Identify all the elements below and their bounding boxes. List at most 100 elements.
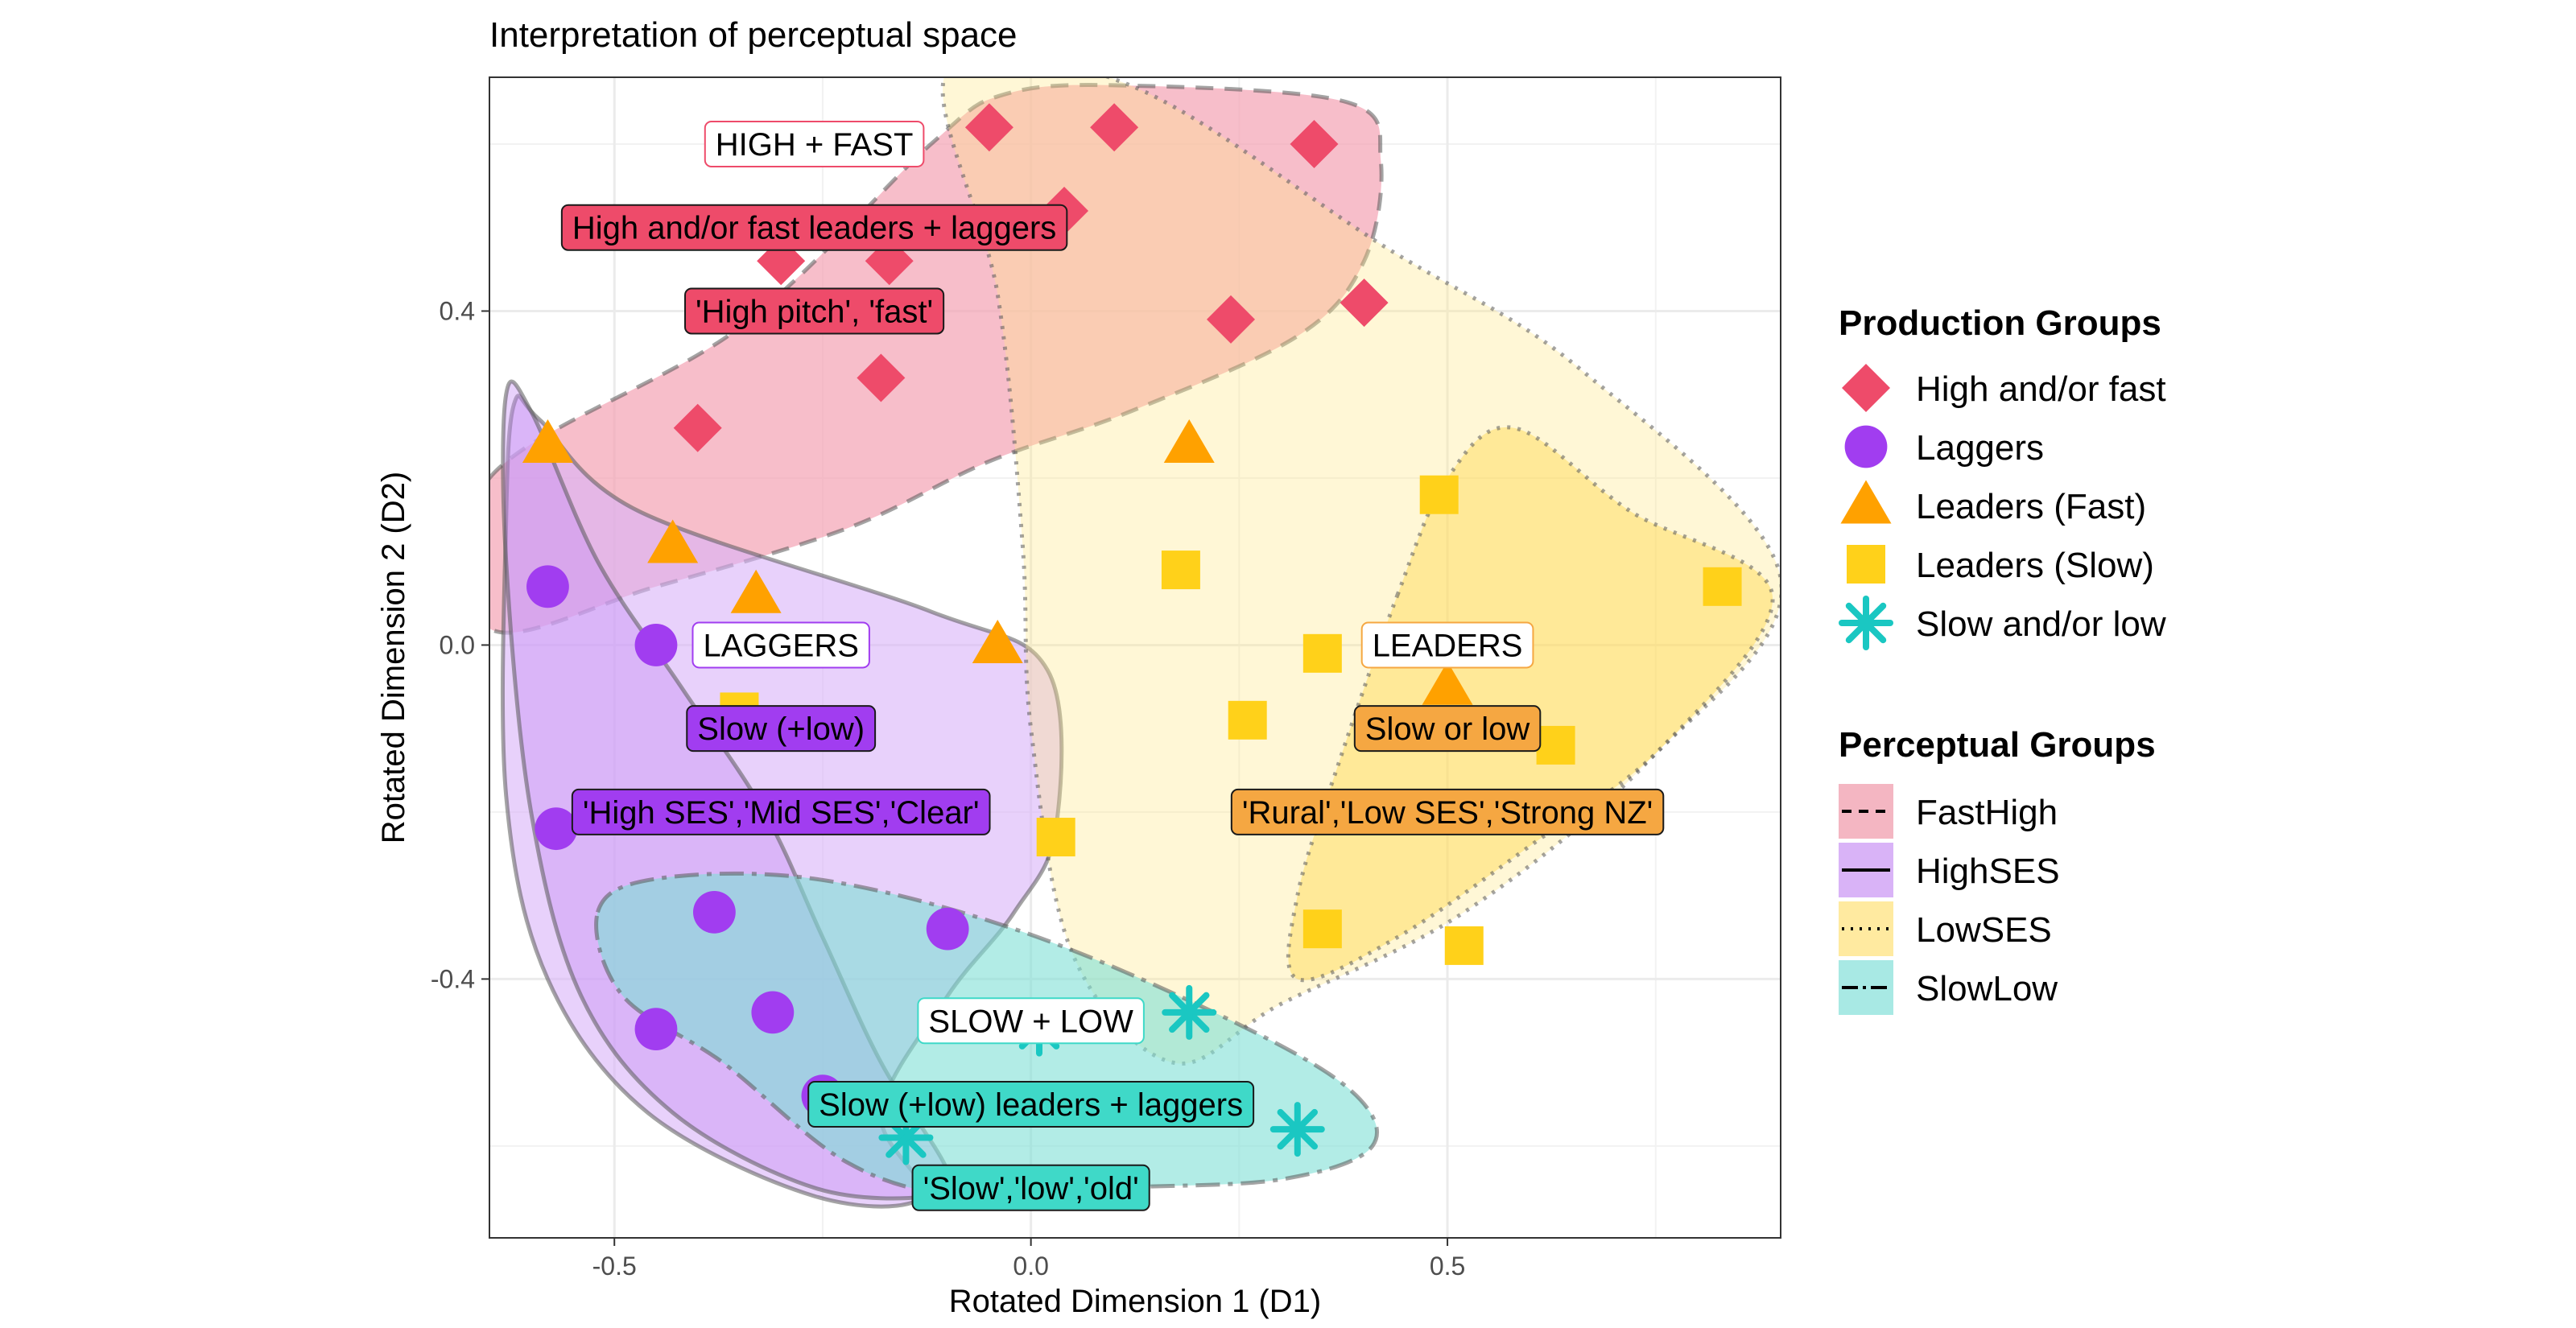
chart-title: Interpretation of perceptual space (489, 15, 1018, 55)
group-label: High and/or fast leaders + laggers (560, 204, 1068, 251)
point-laggers (634, 624, 678, 666)
group-label-text: 'Slow','low','old' (923, 1171, 1139, 1206)
y-tick-label: 0.4 (440, 296, 475, 325)
group-label-text: 'Rural','Low SES','Strong NZ' (1242, 795, 1653, 831)
x-axis-title: Rotated Dimension 1 (D1) (949, 1284, 1321, 1319)
group-label-box (1353, 705, 1542, 753)
group-label: LEADERS (1360, 621, 1534, 669)
group-label: Slow or low (1353, 705, 1542, 753)
point-high-and-or-fast (1290, 119, 1339, 168)
group-label-text: Slow (+low) (697, 711, 865, 747)
point-leaders-fast (972, 619, 1023, 663)
point-leaders-slow (1536, 725, 1575, 765)
group-label-text: SLOW + LOW (928, 1004, 1133, 1039)
legend-label: Leaders (Slow) (1916, 546, 2154, 585)
series-high-and-or-fast (673, 103, 1389, 452)
point-leaders-slow (1444, 926, 1484, 965)
legend-label: Laggers (1916, 428, 2044, 468)
legend-label: HighSES (1916, 852, 2060, 891)
point-high-and-or-fast (964, 103, 1013, 152)
point-leaders-slow (1302, 633, 1342, 673)
group-label-text: High and/or fast leaders + laggers (572, 211, 1056, 246)
perceptual-legend-title: Perceptual Groups (1839, 725, 2156, 765)
point-leaders-slow (1161, 551, 1200, 590)
x-tick-label: -0.5 (592, 1252, 637, 1281)
group-label-text: HIGH + FAST (716, 127, 914, 163)
asterisk-stroke (1169, 992, 1210, 1033)
group-label: 'Slow','low','old' (911, 1164, 1150, 1211)
point-slow-and-or-low (1269, 1102, 1325, 1157)
legend-key-slow-and-or-low (1839, 596, 1893, 650)
legend-key-leaders-fast (1840, 480, 1892, 524)
point-leaders-slow (1703, 567, 1742, 606)
y-tick-label: 0.0 (440, 630, 475, 659)
plot-panel-border (489, 76, 1781, 1239)
group-label: LAGGERS (691, 621, 870, 669)
legend: Production Groups Perceptual Groups High… (1839, 303, 2166, 1015)
production-legend-title: Production Groups (1839, 303, 2161, 343)
group-label: 'High pitch', 'fast' (684, 287, 945, 335)
point-leaders-fast (730, 569, 782, 613)
point-laggers (926, 907, 969, 951)
group-label-box (917, 997, 1145, 1045)
point-leaders-fast (522, 419, 573, 463)
legend-key-lowses (1839, 901, 1893, 956)
point-high-and-or-fast (1340, 278, 1389, 328)
data-points (522, 103, 1742, 1165)
asterisk-stroke (1277, 1108, 1319, 1150)
point-slow-and-or-low (1162, 984, 1217, 1040)
group-label-text: LAGGERS (703, 628, 858, 663)
legend-label: FastHigh (1916, 793, 2058, 832)
series-leaders-slow (720, 475, 1742, 965)
point-leaders-slow (1036, 818, 1075, 857)
group-label: Slow (+low) leaders + laggers (807, 1081, 1255, 1128)
legend-key-high-and-or-fast (1842, 364, 1890, 412)
point-laggers (634, 1008, 678, 1051)
group-label-box (1230, 788, 1665, 835)
group-labels: HIGH + FAST High and/or fast leaders + la… (560, 120, 1665, 1211)
group-label-box (691, 621, 870, 669)
group-label: 'High SES','Mid SES','Clear' (571, 788, 991, 835)
legend-key-laggers (1844, 425, 1888, 468)
point-leaders-fast (647, 519, 699, 563)
y-tick-label: -0.4 (431, 964, 475, 993)
group-label-text: LEADERS (1373, 628, 1523, 663)
legend-key-leaders-slow (1847, 545, 1885, 584)
group-label-box (807, 1081, 1255, 1128)
group-label: 'Rural','Low SES','Strong NZ' (1230, 788, 1665, 835)
point-leaders-slow (1228, 700, 1267, 740)
group-label-box (560, 204, 1068, 251)
y-axis-title: Rotated Dimension 2 (D2) (376, 472, 411, 843)
legend-label: SlowLow (1916, 969, 2058, 1008)
group-label: HIGH + FAST (704, 120, 925, 167)
point-high-and-or-fast (673, 403, 722, 452)
group-label-box (1360, 621, 1534, 669)
group-label-box (684, 287, 945, 335)
group-label-box (686, 705, 877, 753)
group-label: SLOW + LOW (917, 997, 1145, 1045)
group-label-text: Slow or low (1365, 711, 1530, 747)
series-leaders-fast (522, 419, 1473, 705)
point-leaders-slow (1302, 909, 1342, 949)
point-leaders-slow (1419, 475, 1459, 514)
group-label-text: Slow (+low) leaders + laggers (819, 1087, 1243, 1123)
legend-label: Slow and/or low (1916, 604, 2166, 644)
point-high-and-or-fast (1207, 295, 1256, 344)
axes: -0.5 0.0 0.5 -0.4 0.0 0.4 (431, 296, 1465, 1281)
group-label: Slow (+low) (686, 705, 877, 753)
group-label-text: 'High SES','Mid SES','Clear' (583, 795, 980, 831)
group-label-text: 'High pitch', 'fast' (696, 294, 933, 329)
legend-label: LowSES (1916, 910, 2052, 950)
asterisk-stroke (1845, 602, 1887, 644)
point-high-and-or-fast (1090, 103, 1139, 152)
x-tick-label: 0.5 (1430, 1252, 1465, 1281)
group-label-box (571, 788, 991, 835)
legend-label: Leaders (Fast) (1916, 487, 2146, 526)
legend-label: High and/or fast (1916, 369, 2166, 409)
point-high-and-or-fast (857, 353, 906, 402)
x-tick-label: 0.0 (1013, 1252, 1048, 1281)
region-lowses (1286, 425, 1775, 983)
group-label-box (911, 1164, 1150, 1211)
point-leaders-fast (1422, 661, 1473, 705)
